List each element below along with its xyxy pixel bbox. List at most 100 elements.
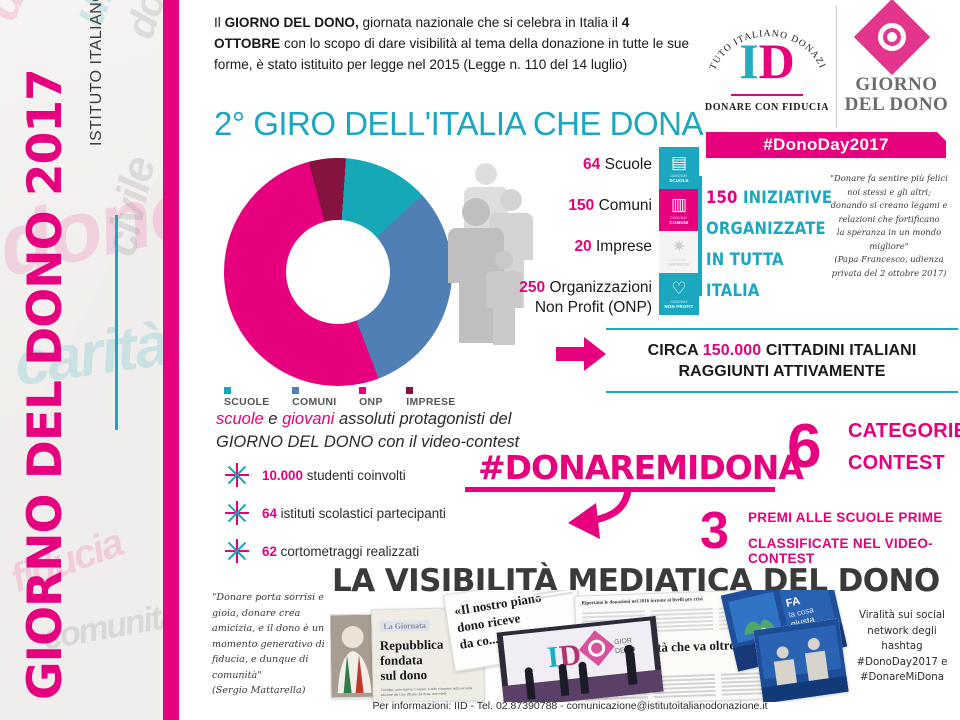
poster-title: GIORNO DEL DONO 2017 <box>18 69 73 700</box>
stat-label: Imprese <box>591 238 652 255</box>
sidebar-divider <box>115 215 118 430</box>
circa-text: CIRCA 150.000 CITTADINI ITALIANI RAGGIUN… <box>606 330 958 391</box>
quote-mattarella-line-6: comunità" <box>212 669 262 681</box>
quote-papa-line-5: la speranza in un mondo <box>836 227 942 237</box>
quote-papa-line-2: noi stessi e gli altri; <box>847 186 931 197</box>
viral-social-text: Viralità sui social network degli hashta… <box>845 608 959 686</box>
stat-row-scuole: 64 Scuole <box>470 155 652 175</box>
quote-papa-line-6: migliore" <box>869 240 909 251</box>
intro-bold-2: 4 OTTOBRE <box>214 15 630 51</box>
prizes-label1: PREMI ALLE SCUOLE PRIME <box>748 510 943 525</box>
gears-icon: ✷ <box>671 236 687 256</box>
scuole-lead-line2: GIORNO DEL DONO con il video-contest <box>216 433 520 451</box>
hashtag-donaremidona: #DONAREMIDONA <box>478 448 804 487</box>
clipping-body-1: Cittadini, associazioni, Comuni, scuole … <box>380 686 473 697</box>
organization-name: ISTITUTO ITALIANO DELLA DONAZIONE (IID) <box>88 0 106 146</box>
clipping-photo-stage: I D GIOR DEL D <box>496 615 664 702</box>
iid-letter-d: D <box>758 33 795 89</box>
badge-small-text: DONODAY <box>670 299 688 304</box>
legend-item-onp: ONP <box>359 384 392 408</box>
bullet-label: studenti coinvolti <box>302 467 406 483</box>
circa-top-rule <box>606 328 958 330</box>
intro-text-2: giornata nazionale che si celebra in Ita… <box>358 15 622 30</box>
book-icon: ▤ <box>670 152 688 172</box>
bullet-text: 10.000 studenti coinvolti <box>262 468 406 483</box>
badge-small-text: DONODAY <box>670 215 688 220</box>
logo-block: ISTITUTO ITALIANO DONAZIONE ID DONARE CO… <box>697 0 955 162</box>
legend-label: ONP <box>359 396 383 408</box>
quote-papa-line-7: (Papa Francesco, udienza <box>834 254 944 264</box>
heart-icon: ♡ <box>671 278 687 298</box>
iid-tagline: DONARE CON FIDUCIA <box>704 102 830 113</box>
legend-item-scuole: SCUOLE <box>224 384 278 408</box>
quote-mattarella-line-7: (Sergio Mattarella) <box>212 685 306 696</box>
quote-mattarella-line-2: gioia, donare crea <box>212 607 301 619</box>
logo-row: ISTITUTO ITALIANO DONAZIONE ID DONARE CO… <box>697 0 955 128</box>
stat-number: 250 <box>519 279 546 296</box>
legend-item-comuni: COMUNI <box>292 384 345 408</box>
legend-swatch <box>406 386 414 394</box>
intro-bold-1: GIORNO DEL DONO, <box>224 15 359 30</box>
svg-text:I: I <box>546 640 561 674</box>
iniziative-word: INIZIATIVE <box>737 188 833 207</box>
clipping-photo-tv-2 <box>753 618 849 702</box>
bullet-text: 62 cortometraggi realizzati <box>262 544 419 559</box>
curved-arrow-icon <box>568 487 632 539</box>
stats-list: 64 Scuole 150 Comuni 20 Imprese 250 Organiz… <box>470 155 652 318</box>
quote-mattarella: "Donare porta sorrisi e gioia, donare cre… <box>212 590 340 699</box>
iniziative-number: 150 <box>706 188 738 207</box>
stat-number: 150 <box>568 197 595 214</box>
iniziative-line3: IN TUTTA ITALIA <box>706 250 784 300</box>
viral-line1: Viralità sui social <box>858 610 946 621</box>
diamond-icon <box>854 0 931 76</box>
badge-word: IMPRESE <box>668 261 690 267</box>
badge-word: COMUNI <box>669 219 689 225</box>
stat-row-imprese: 20 Imprese <box>470 237 652 257</box>
iniziative-line1: 150 INIZIATIVE <box>706 182 836 213</box>
viral-line5: #DonareMiDona <box>860 672 944 683</box>
sidebar: dono ufficiale donatori dono carità civi… <box>0 0 163 720</box>
iniziative-block: 150 INIZIATIVE ORGANIZZATE IN TUTTA ITAL… <box>706 182 836 306</box>
quote-mattarella-line-1: "Donare porta sorrisi e <box>212 592 324 603</box>
circa-line2: RAGGIUNTI ATTIVAMENTE <box>678 363 886 380</box>
arrow-right-icon <box>556 337 606 371</box>
scuole-lead-text: scuole e giovani assoluti protagonisti d… <box>216 408 546 454</box>
legend-swatch <box>224 386 231 394</box>
iid-underline <box>731 94 803 96</box>
badge-small-text: DONODAY <box>670 173 688 178</box>
badge-non-profit: ♡ DONODAY NON PROFIT <box>659 273 699 315</box>
intro-paragraph: Il GIORNO DEL DONO, giornata nazionale c… <box>214 12 694 75</box>
bullet-item: 10.000 studenti coinvolti <box>224 456 524 494</box>
legend-label: COMUNI <box>292 396 337 408</box>
circa-pre: CIRCA <box>647 342 703 359</box>
categories-label1: CATEGORIE <box>848 420 960 442</box>
gdd-brand-line1: GIORNO <box>855 74 938 95</box>
iid-letters: ID <box>697 36 837 86</box>
badge-imprese: ✷ DONODAY IMPRESE <box>659 231 699 273</box>
legend-label: SCUOLE <box>224 396 270 408</box>
stat-label: Organizzazioni <box>545 279 652 296</box>
iid-logo: ISTITUTO ITALIANO DONAZIONE ID DONARE CO… <box>697 6 838 128</box>
bullet-number: 64 <box>262 505 277 521</box>
viral-line2: network degli <box>867 625 937 637</box>
pope-photo-art <box>330 614 380 698</box>
bullet-number: 10.000 <box>262 467 303 483</box>
badge-word: SCUOLE <box>669 177 689 183</box>
asterisk-icon <box>224 538 250 564</box>
scuole-lead-pink1: scuole <box>216 410 264 428</box>
viral-line4: #DonoDay2017 e <box>856 656 948 668</box>
viral-line3: hashtag <box>881 641 923 652</box>
stage-photo-art: I D GIOR DEL D <box>496 615 664 702</box>
stat-number: 64 <box>583 156 601 173</box>
quote-mattarella-line-4: momento generativo di <box>212 638 325 650</box>
quote-mattarella-line-3: amicizia, e il dono è un <box>212 623 325 634</box>
gdd-brand-line2: DEL DONO <box>844 94 949 115</box>
prizes-count: 3 <box>700 502 729 560</box>
quote-papa-line-1: "Donare fa sentire più felici <box>830 173 948 183</box>
section-title-giro: 2° GIRO DELL'ITALIA CHE DONA <box>214 105 704 142</box>
asterisk-icon <box>224 500 250 526</box>
circa-box: CIRCA 150.000 CITTADINI ITALIANI RAGGIUN… <box>606 328 958 393</box>
footer-contact: Per informazioni: IID - Tel. 02.87390788… <box>372 700 768 712</box>
giorno-del-dono-logo: GIORNO DEL DONO <box>837 0 955 128</box>
clipping-photo-pope <box>330 613 381 699</box>
